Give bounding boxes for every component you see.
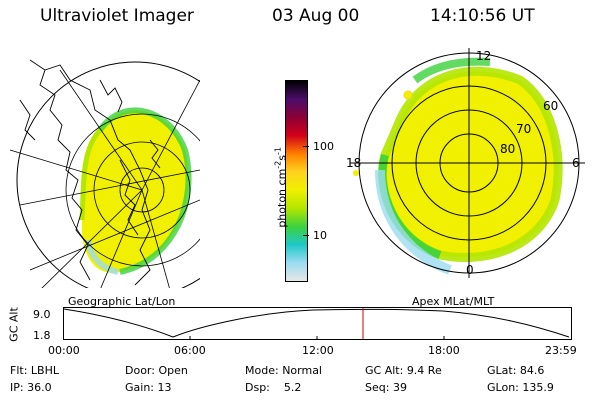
altitude-curve: [63, 308, 570, 338]
altitude-x-ticks: [189, 336, 445, 340]
colorbar-tick-100: 100: [313, 140, 334, 153]
info-door: Door: Open: [125, 364, 188, 377]
mlt-label-6: 6: [572, 156, 580, 170]
info-glat: GLat: 84.6: [487, 364, 545, 377]
polar-panel-label: Apex MLat/MLT: [412, 295, 495, 308]
emission-region: [81, 110, 189, 273]
colorbar-tick-mark: [303, 146, 309, 147]
globe-outline: [16, 61, 200, 288]
mlat-circles: [350, 48, 585, 278]
mlat-label-80: 80: [500, 142, 515, 156]
mlt-label-0: 0: [466, 263, 474, 277]
latlon-grid: [9, 69, 200, 288]
altitude-plot-frame: [63, 307, 572, 340]
instrument-title: Ultraviolet Imager: [40, 6, 194, 26]
info-seq: Seq: 39: [365, 381, 407, 394]
mlat-label-60: 60: [543, 99, 558, 113]
info-dsp: Dsp: 5.2: [245, 381, 302, 394]
mlt-label-12: 12: [476, 49, 491, 63]
altitude-ylabel: GC Alt: [7, 307, 21, 342]
altitude-x-tick-2: 12:00: [302, 344, 334, 357]
info-flt: Flt: LBHL: [10, 364, 59, 377]
altitude-x-tick-4: 23:59: [545, 344, 577, 357]
geographic-image-panel: [9, 59, 200, 288]
info-gc-alt: GC Alt: 9.4 Re: [365, 364, 442, 377]
polar-image-panel: 12 18 6 0 60 70 80: [346, 48, 585, 278]
geographic-panel-label: Geographic Lat/Lon: [68, 295, 176, 308]
colorbar-tick-10: 10: [313, 229, 327, 242]
info-gain: Gain: 13: [125, 381, 172, 394]
altitude-x-tick-3: 18:00: [428, 344, 460, 357]
colorbar: [285, 80, 308, 282]
altitude-plot: [63, 307, 572, 340]
info-mode: Mode: Normal: [245, 364, 322, 377]
info-glon: GLon: 135.9: [487, 381, 554, 394]
image-time: 14:10:56 UT: [430, 6, 535, 26]
info-ip: IP: 36.0: [10, 381, 52, 394]
colorbar-label: photon cm-2s-1: [273, 147, 289, 228]
altitude-tick-min: 1.8: [33, 329, 51, 342]
colorbar-tick-mark: [303, 235, 309, 236]
altitude-tick-max: 9.0: [33, 308, 51, 321]
altitude-x-tick-0: 00:00: [48, 344, 80, 357]
coastlines: [19, 59, 161, 286]
mlt-label-18: 18: [346, 156, 361, 170]
polar-emission: [382, 71, 559, 258]
image-date: 03 Aug 00: [272, 6, 360, 26]
altitude-x-tick-1: 06:00: [174, 344, 206, 357]
mlat-label-70: 70: [516, 122, 531, 136]
